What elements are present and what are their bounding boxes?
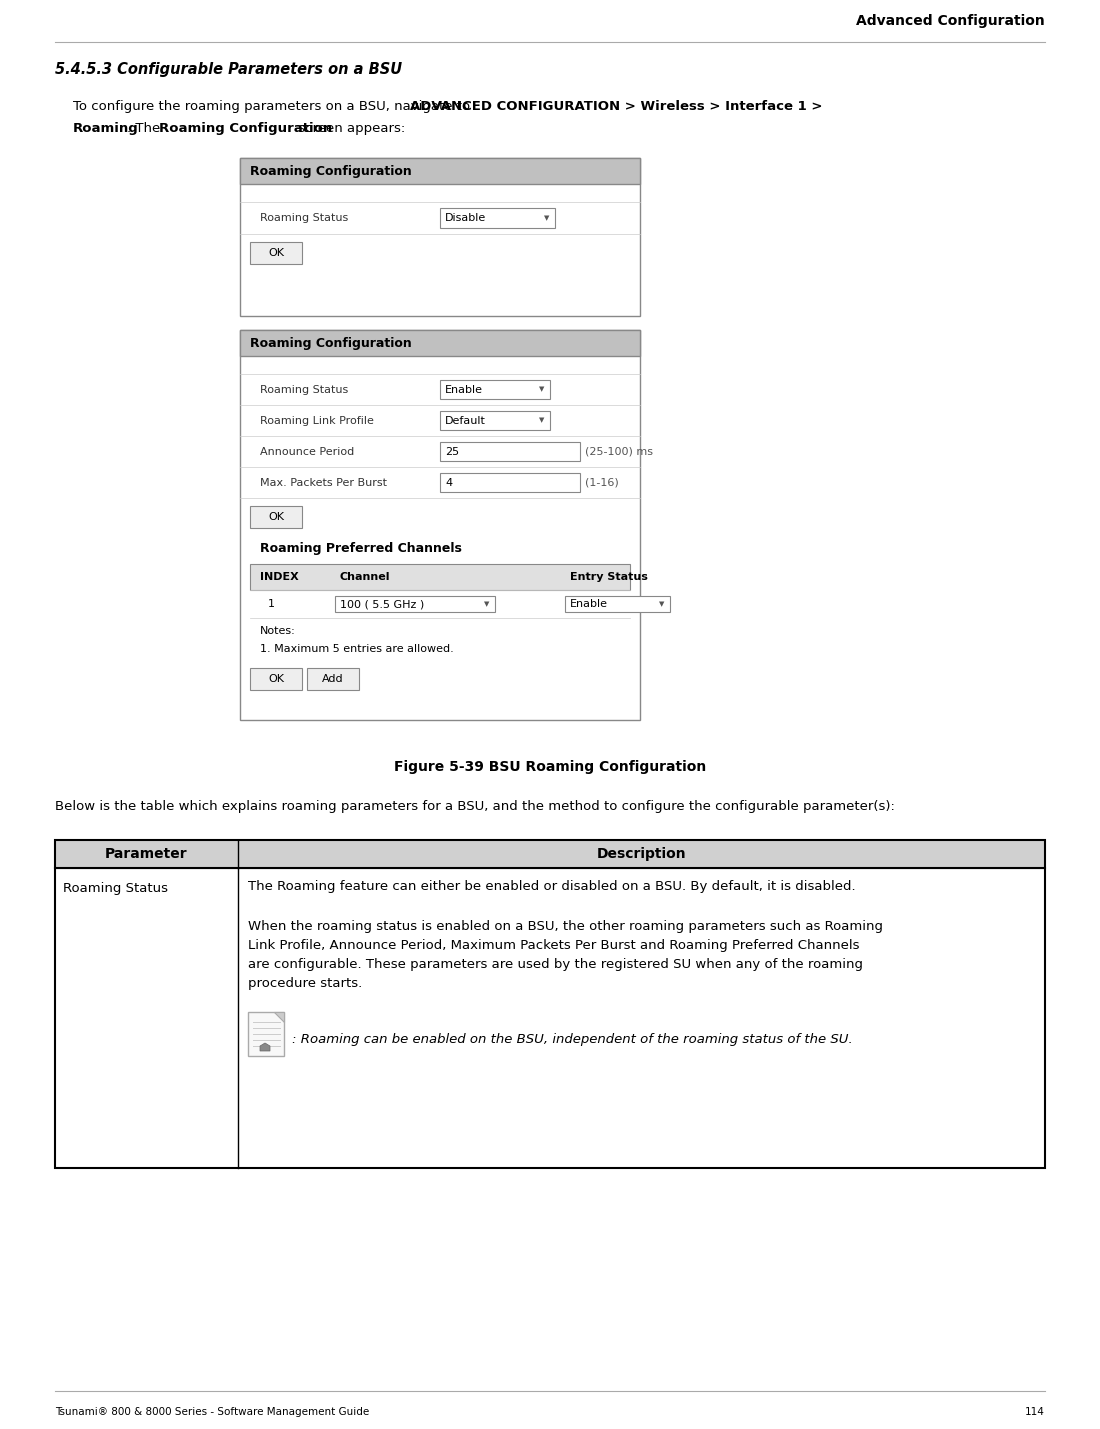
Text: ▼: ▼ — [539, 417, 544, 423]
Bar — [307, 667, 359, 690]
Text: To configure the roaming parameters on a BSU, navigate to: To configure the roaming parameters on a… — [73, 100, 474, 113]
Bar — [250, 667, 303, 690]
Text: Roaming Status: Roaming Status — [63, 882, 168, 895]
Bar — [240, 330, 640, 720]
Text: Link Profile, Announce Period, Maximum Packets Per Burst and Roaming Preferred C: Link Profile, Announce Period, Maximum P… — [248, 939, 859, 952]
Text: 25: 25 — [446, 446, 459, 456]
Text: Roaming Link Profile: Roaming Link Profile — [260, 416, 374, 426]
Text: Max. Packets Per Burst: Max. Packets Per Burst — [260, 477, 387, 487]
Text: 5.4.5.3 Configurable Parameters on a BSU: 5.4.5.3 Configurable Parameters on a BSU — [55, 61, 403, 77]
Text: Notes:: Notes: — [260, 626, 296, 636]
Text: Advanced Configuration: Advanced Configuration — [856, 14, 1045, 29]
Text: Roaming Status: Roaming Status — [260, 384, 349, 394]
Text: Announce Period: Announce Period — [260, 446, 354, 456]
Bar — [250, 506, 303, 527]
Bar — [440, 442, 580, 460]
Bar — [240, 159, 640, 184]
Text: Description: Description — [596, 847, 686, 862]
Bar — [440, 380, 550, 399]
Text: Parameter: Parameter — [106, 847, 188, 862]
Text: ADVANCED CONFIGURATION > Wireless > Interface 1 >: ADVANCED CONFIGURATION > Wireless > Inte… — [410, 100, 823, 113]
Text: 1. Maximum 5 entries are allowed.: 1. Maximum 5 entries are allowed. — [260, 644, 453, 654]
Text: Roaming: Roaming — [73, 121, 139, 134]
Text: Roaming Preferred Channels: Roaming Preferred Channels — [260, 542, 462, 554]
Polygon shape — [274, 1012, 284, 1022]
Bar — [440, 412, 550, 430]
Bar — [336, 596, 495, 613]
Bar — [440, 473, 580, 492]
Text: . The: . The — [126, 121, 165, 134]
Text: OK: OK — [268, 512, 284, 522]
Text: (25-100) ms: (25-100) ms — [585, 446, 653, 456]
Text: INDEX: INDEX — [260, 572, 299, 582]
Text: Add: Add — [322, 674, 344, 684]
Text: screen appears:: screen appears: — [294, 121, 405, 134]
Text: 100 ( 5.5 GHz ): 100 ( 5.5 GHz ) — [340, 599, 425, 609]
Text: ▼: ▼ — [484, 602, 490, 607]
Text: OK: OK — [268, 674, 284, 684]
Text: 1: 1 — [268, 599, 275, 609]
Text: Roaming Configuration: Roaming Configuration — [250, 164, 411, 177]
Bar — [250, 564, 630, 590]
Text: (1-16): (1-16) — [585, 477, 618, 487]
Bar — [55, 867, 1045, 1167]
Text: The Roaming feature can either be enabled or disabled on a BSU. By default, it i: The Roaming feature can either be enable… — [248, 880, 856, 893]
Text: are configurable. These parameters are used by the registered SU when any of the: are configurable. These parameters are u… — [248, 957, 864, 970]
Text: Figure 5-39 BSU Roaming Configuration: Figure 5-39 BSU Roaming Configuration — [394, 760, 706, 775]
Text: ▼: ▼ — [539, 386, 544, 393]
Text: Tsunami® 800 & 8000 Series - Software Management Guide: Tsunami® 800 & 8000 Series - Software Ma… — [55, 1408, 370, 1418]
Bar — [240, 330, 640, 356]
Text: : Roaming can be enabled on the BSU, independent of the roaming status of the SU: : Roaming can be enabled on the BSU, ind… — [292, 1033, 852, 1046]
Bar — [250, 242, 303, 264]
Bar — [240, 159, 640, 316]
Text: Enable: Enable — [570, 599, 608, 609]
Text: Below is the table which explains roaming parameters for a BSU, and the method t: Below is the table which explains roamin… — [55, 800, 895, 813]
Text: 4: 4 — [446, 477, 452, 487]
Bar — [55, 840, 1045, 867]
Text: Enable: Enable — [446, 384, 483, 394]
Text: Default: Default — [446, 416, 486, 426]
Bar — [565, 596, 670, 613]
Text: 114: 114 — [1025, 1408, 1045, 1418]
Text: Disable: Disable — [446, 213, 486, 223]
Text: Entry Status: Entry Status — [570, 572, 648, 582]
Text: OK: OK — [268, 249, 284, 259]
Text: ▼: ▼ — [659, 602, 664, 607]
Text: When the roaming status is enabled on a BSU, the other roaming parameters such a: When the roaming status is enabled on a … — [248, 920, 883, 933]
Text: procedure starts.: procedure starts. — [248, 977, 362, 990]
Polygon shape — [260, 1043, 270, 1050]
Text: Roaming Status: Roaming Status — [260, 213, 349, 223]
Text: Channel: Channel — [340, 572, 390, 582]
Bar — [248, 1012, 284, 1056]
Text: Roaming Configuration: Roaming Configuration — [250, 336, 411, 350]
Bar — [440, 209, 556, 227]
Text: ▼: ▼ — [544, 214, 550, 221]
Text: Roaming Configuration: Roaming Configuration — [160, 121, 332, 134]
